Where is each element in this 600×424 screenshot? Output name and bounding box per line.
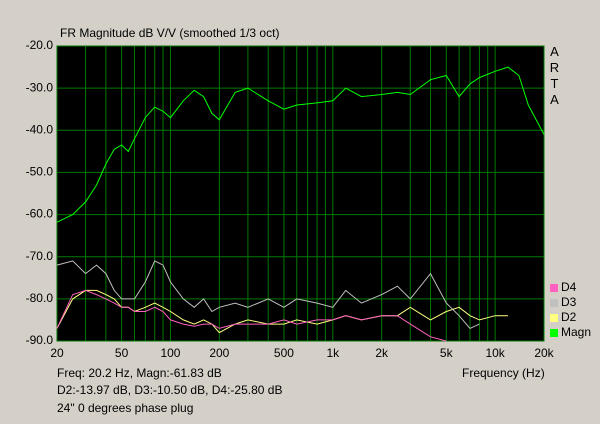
- x-axis-label: Frequency (Hz): [462, 366, 545, 380]
- legend-label: D3: [561, 295, 577, 309]
- legend-swatch: [550, 299, 558, 307]
- x-tick-label: 20: [50, 346, 64, 360]
- note: 24" 0 degrees phase plug: [57, 401, 193, 415]
- x-tick-label: 500: [274, 346, 294, 360]
- plot-border: [56, 45, 545, 342]
- x-tick-label: 10k: [485, 346, 505, 360]
- y-tick-label: -90.0: [26, 333, 54, 347]
- x-tick-label: 20k: [534, 346, 554, 360]
- y-tick-label: -20.0: [26, 38, 54, 52]
- readout: D2:-13.97 dB, D3:-10.50 dB, D4:-25.80 dB: [57, 383, 282, 397]
- readout: Freq: 20.2 Hz, Magn:-61.83 dB: [57, 366, 222, 380]
- x-tick-label: 5k: [440, 346, 454, 360]
- series-line: [56, 66, 545, 223]
- y-tick-label: -40.0: [26, 122, 54, 136]
- y-tick-label: -70.0: [26, 249, 54, 263]
- legend-label: Magn: [561, 325, 591, 339]
- x-tick-label: 100: [160, 346, 180, 360]
- chart-title: FR Magnitude dB V/V (smoothed 1/3 oct): [60, 26, 279, 40]
- legend-swatch: [550, 314, 558, 322]
- y-tick-label: -30.0: [26, 80, 54, 94]
- legend-swatch: [550, 329, 558, 337]
- y-tick-label: -80.0: [26, 291, 54, 305]
- legend-swatch: [550, 284, 558, 292]
- series-line: [56, 260, 480, 330]
- x-tick-label: 1k: [326, 346, 340, 360]
- watermark: ARTA: [547, 44, 562, 108]
- series-line: [56, 289, 447, 342]
- x-tick-label: 2k: [375, 346, 389, 360]
- x-tick-label: 50: [115, 346, 129, 360]
- legend-label: D2: [561, 310, 577, 324]
- legend-label: D4: [561, 280, 577, 294]
- y-tick-label: -50.0: [26, 165, 54, 179]
- plot-area: [57, 46, 544, 341]
- y-tick-label: -60.0: [26, 207, 54, 221]
- x-tick-label: 200: [209, 346, 229, 360]
